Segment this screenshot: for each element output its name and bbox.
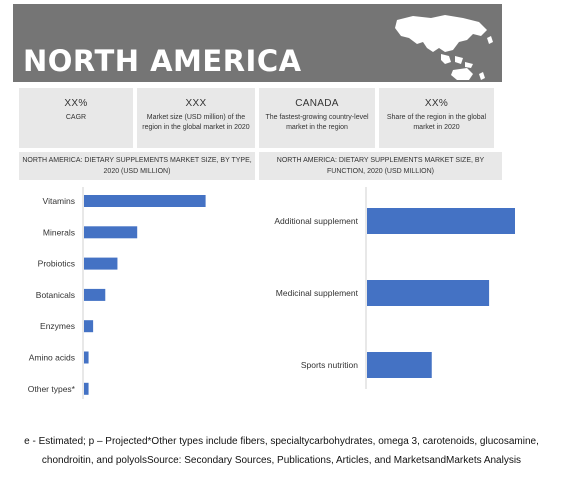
category-label-other-types: Other types* [28, 384, 76, 394]
stat-cagr-label: CAGR [65, 114, 87, 121]
stat-market-size: XXX Market size (USD million) of the reg… [137, 88, 255, 148]
bar-vitamins [84, 195, 206, 207]
stat-fastest-growing: CANADA The fastest-growing country-level… [259, 88, 375, 148]
category-label-additional-supplement: Additional supplement [274, 216, 358, 226]
stat-region-share-label: Share of the region in the global market… [386, 114, 487, 131]
stat-region-share-value: XX% [424, 98, 449, 109]
category-label-enzymes: Enzymes [40, 321, 75, 331]
stat-fastest-growing-value: CANADA [295, 98, 339, 109]
category-label-medicinal-supplement: Medicinal supplement [276, 288, 359, 298]
bar-medicinal-supplement [367, 280, 490, 306]
chart-type-title: NORTH AMERICA: DIETARY SUPPLEMENTS MARKE… [19, 152, 255, 180]
chart-by-function: Additional supplement Medicinal supplemen… [274, 187, 515, 389]
category-label-minerals: Minerals [43, 227, 75, 237]
bar-probiotics [84, 257, 118, 270]
stat-fastest-growing-label: The fastest-growing country-level market… [265, 114, 369, 131]
world-map-icon [395, 15, 493, 80]
region-banner: NORTH AMERICA [13, 4, 502, 82]
category-label-amino-acids: Amino acids [29, 353, 75, 363]
stat-market-size-value: XXX [185, 98, 207, 109]
bar-additional-supplement [367, 208, 515, 234]
chart-function-title: NORTH AMERICA: DIETARY SUPPLEMENTS MARKE… [259, 152, 502, 180]
bar-enzymes [84, 320, 94, 333]
stat-cagr: XX% CAGR [19, 88, 133, 148]
category-label-sports-nutrition: Sports nutrition [301, 360, 358, 370]
bar-amino-acids [84, 351, 89, 364]
category-label-vitamins: Vitamins [43, 196, 75, 206]
stat-region-share: XX% Share of the region in the global ma… [379, 88, 494, 148]
bar-minerals [84, 226, 138, 239]
stat-market-size-label: Market size (USD million) of the region … [142, 114, 250, 131]
region-title: NORTH AMERICA [23, 44, 302, 78]
stat-cagr-value: XX% [64, 98, 88, 109]
category-label-botanicals: Botanicals [36, 290, 75, 300]
category-label-probiotics: Probiotics [38, 259, 75, 269]
chart-by-type: Vitamins Minerals Probiotics Botanicals Enzy… [28, 187, 206, 399]
bar-sports-nutrition [367, 352, 432, 378]
bar-botanicals [84, 288, 106, 301]
bar-other-types [84, 382, 89, 395]
footnote: e - Estimated; p – Projected*Other types… [24, 436, 539, 466]
